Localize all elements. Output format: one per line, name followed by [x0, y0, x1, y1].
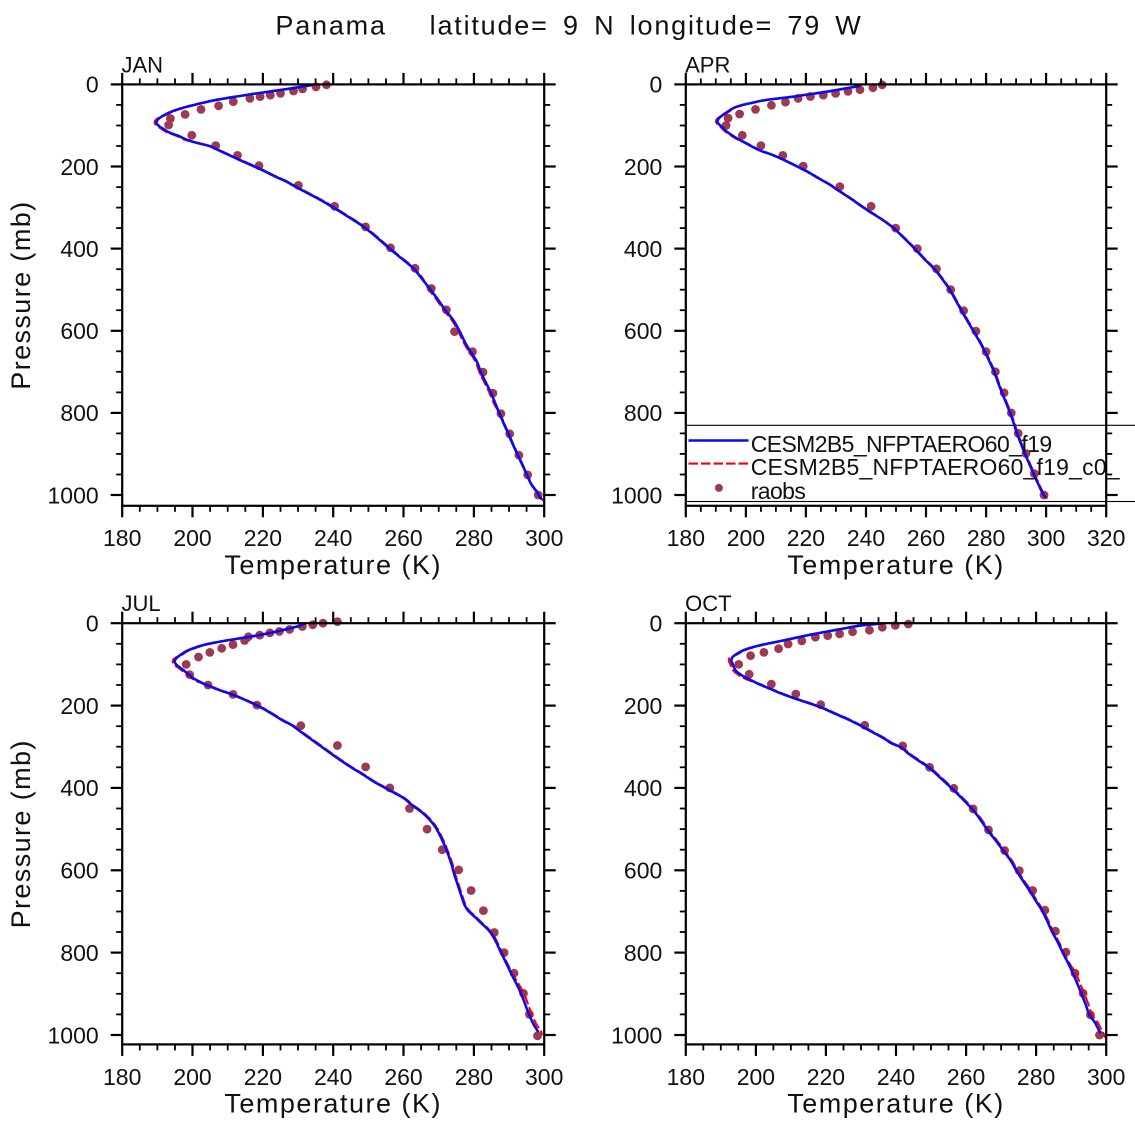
svg-text:JUL: JUL — [122, 591, 161, 616]
svg-text:280: 280 — [967, 525, 1005, 551]
svg-text:800: 800 — [624, 400, 662, 426]
svg-text:180: 180 — [667, 1064, 705, 1090]
svg-text:CESM2B5_NFPTAERO60_f19_c0_: CESM2B5_NFPTAERO60_f19_c0_ — [751, 454, 1121, 480]
svg-text:300: 300 — [525, 525, 563, 551]
svg-text:400: 400 — [624, 775, 662, 801]
svg-text:200: 200 — [60, 154, 98, 180]
svg-text:200: 200 — [60, 693, 98, 719]
svg-text:180: 180 — [103, 525, 141, 551]
svg-text:600: 600 — [624, 858, 662, 884]
svg-text:600: 600 — [624, 318, 662, 344]
svg-text:260: 260 — [907, 525, 945, 551]
svg-text:Temperature (K): Temperature (K) — [787, 1088, 1005, 1118]
svg-text:200: 200 — [173, 1064, 211, 1090]
svg-text:1000: 1000 — [48, 1022, 99, 1048]
svg-text:OCT: OCT — [685, 591, 731, 616]
svg-text:220: 220 — [787, 525, 825, 551]
svg-text:220: 220 — [244, 1064, 282, 1090]
svg-text:180: 180 — [103, 1064, 141, 1090]
svg-text:240: 240 — [314, 525, 352, 551]
svg-text:800: 800 — [60, 940, 98, 966]
svg-text:400: 400 — [60, 775, 98, 801]
svg-text:200: 200 — [624, 693, 662, 719]
svg-text:240: 240 — [314, 1064, 352, 1090]
svg-text:220: 220 — [244, 525, 282, 551]
svg-text:JAN: JAN — [122, 52, 164, 77]
svg-text:180: 180 — [667, 525, 705, 551]
svg-text:280: 280 — [1017, 1064, 1055, 1090]
svg-text:CESM2B5_NFPTAERO60_f19: CESM2B5_NFPTAERO60_f19 — [751, 431, 1052, 457]
svg-text:0: 0 — [650, 72, 663, 98]
svg-text:400: 400 — [624, 236, 662, 262]
svg-text:200: 200 — [737, 1064, 775, 1090]
svg-text:Panama latitude= 9 N longitu: Panama latitude= 9 N longitude= 79 W — [275, 10, 862, 40]
svg-text:Pressure (mb): Pressure (mb) — [6, 739, 36, 928]
svg-text:300: 300 — [1087, 1064, 1125, 1090]
svg-text:0: 0 — [86, 72, 99, 98]
svg-text:APR: APR — [685, 52, 730, 77]
svg-text:280: 280 — [455, 525, 493, 551]
svg-text:600: 600 — [60, 318, 98, 344]
svg-text:0: 0 — [650, 611, 663, 637]
svg-text:300: 300 — [1027, 525, 1065, 551]
svg-text:240: 240 — [877, 1064, 915, 1090]
svg-text:800: 800 — [60, 400, 98, 426]
svg-text:600: 600 — [60, 858, 98, 884]
svg-text:0: 0 — [86, 611, 99, 637]
svg-text:200: 200 — [727, 525, 765, 551]
svg-text:raobs: raobs — [751, 478, 806, 504]
svg-text:280: 280 — [455, 1064, 493, 1090]
svg-text:1000: 1000 — [48, 482, 99, 508]
svg-text:200: 200 — [173, 525, 211, 551]
svg-text:260: 260 — [384, 525, 422, 551]
svg-text:1000: 1000 — [611, 482, 662, 508]
svg-text:240: 240 — [847, 525, 885, 551]
svg-text:1000: 1000 — [611, 1022, 662, 1048]
svg-text:220: 220 — [807, 1064, 845, 1090]
svg-text:Temperature (K): Temperature (K) — [224, 550, 442, 580]
svg-text:260: 260 — [947, 1064, 985, 1090]
svg-text:260: 260 — [384, 1064, 422, 1090]
svg-text:Temperature (K): Temperature (K) — [224, 1088, 442, 1118]
svg-text:800: 800 — [624, 940, 662, 966]
svg-text:320: 320 — [1087, 525, 1125, 551]
svg-text:300: 300 — [525, 1064, 563, 1090]
svg-text:Temperature (K): Temperature (K) — [787, 550, 1005, 580]
svg-text:Pressure (mb): Pressure (mb) — [6, 200, 36, 389]
svg-text:400: 400 — [60, 236, 98, 262]
svg-text:200: 200 — [624, 154, 662, 180]
